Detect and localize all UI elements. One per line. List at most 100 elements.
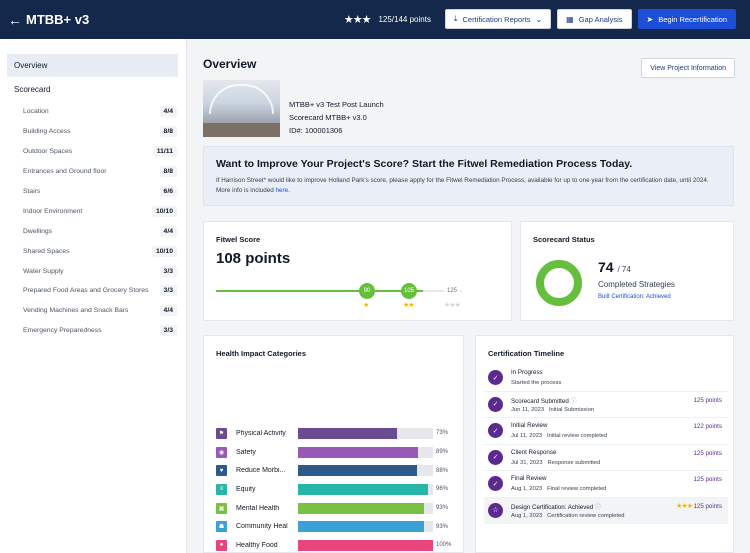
sidebar-item-label: Water Supply xyxy=(23,267,64,275)
fitwel-score-card: Fitwel Score 108 points 90 ★ 105 ★★ 125 … xyxy=(203,221,512,321)
health-bar-track xyxy=(298,521,433,533)
gap-analysis-button[interactable]: ▦ Gap Analysis xyxy=(557,9,632,29)
milestone-125-stars-icon: ★★★ xyxy=(444,302,461,309)
timeline-step-description: Started the process xyxy=(511,380,562,386)
sidebar-item-scorecard[interactable]: Scorecard xyxy=(14,85,51,94)
health-bar-fill xyxy=(298,483,428,495)
sidebar-item-label: Vending Machines and Snack Bars xyxy=(23,307,129,315)
timeline-step-date: Jul 11, 2023 xyxy=(511,433,543,439)
milestone-105-stars-icon: ★★ xyxy=(403,302,415,309)
sidebar-item-label: Stairs xyxy=(23,188,41,195)
completed-strategies-label: Completed Strategies xyxy=(598,280,675,289)
sidebar-item-overview[interactable]: Overview xyxy=(7,54,178,77)
sidebar-item-label: Shared Spaces xyxy=(23,247,70,255)
timeline-step: ✓ Client Response Jul 31, 2023 Response su… xyxy=(484,445,728,471)
sidebar-item-label: Indoor Environment xyxy=(23,207,83,215)
health-bar-track xyxy=(298,427,433,439)
timeline-step-date: Aug 1, 2023 xyxy=(511,512,543,519)
health-bar-fill xyxy=(298,446,419,458)
sidebar-item[interactable]: Indoor Environment 10/10 xyxy=(0,201,187,221)
health-category-percent: 93% xyxy=(436,505,449,512)
main-content: Overview View Project Information MTBB+ … xyxy=(187,39,750,553)
health-category-label: Community Heal xyxy=(236,523,288,531)
timeline-step-description: Initial Submission xyxy=(548,406,595,413)
timeline-step-subtitle: Aug 1, 2023 Certification review complet… xyxy=(511,513,624,519)
milestone-90-stars-icon: ★ xyxy=(363,302,369,309)
timeline-step-title: Scorecard Submitted ⓘ xyxy=(511,396,576,405)
atrium-floor-shape xyxy=(203,123,280,137)
completed-number: 74 xyxy=(598,259,614,275)
sidebar-item[interactable]: Outdoor Spaces 11/11 xyxy=(0,142,187,162)
health-category-list: ⚑ Physical Activity 73% ◉ Safety 89% ♥ Reduce M… xyxy=(216,424,456,553)
health-bar-track xyxy=(298,539,433,551)
milestone-105: 105 xyxy=(401,283,417,299)
sidebar-item[interactable]: Prepared Food Areas and Grocery Stores 3/… xyxy=(0,281,187,301)
health-category-percent: 73% xyxy=(436,430,449,437)
send-icon: ➤ xyxy=(646,14,654,24)
built-certification-link[interactable]: Built Certification: Achieved xyxy=(598,294,671,300)
sidebar-item[interactable]: Dwellings 4/4 xyxy=(0,221,187,241)
timeline-step-subtitle: Started the process xyxy=(511,380,561,386)
scorecard-section-list: Location 4/4 Building Access 8/8 Outdoor Spa… xyxy=(0,102,187,341)
project-title: MTBB+ v3 xyxy=(26,12,90,27)
apple-icon: ● xyxy=(216,539,227,551)
score-progress-fill xyxy=(216,290,423,292)
health-category-percent: 88% xyxy=(436,467,449,474)
timeline-step: ☆ Design Certification: Achieved ⓘ Aug 1, … xyxy=(484,497,728,524)
health-bar-fill xyxy=(298,521,424,533)
health-category-row: ♥ Reduce Morbi... 88% xyxy=(216,461,456,480)
sidebar-item-label: Location xyxy=(23,108,49,116)
timeline-step-title-text: Scorecard Submitted xyxy=(511,397,569,405)
atrium-arch-shape xyxy=(209,84,274,114)
check-icon: ✓ xyxy=(488,370,503,385)
back-arrow-icon[interactable]: ← xyxy=(8,11,22,28)
donut-fill xyxy=(536,260,582,306)
timeline-step-subtitle: Jun 11, 2023 Initial Submission xyxy=(511,407,594,413)
total-number: / 74 xyxy=(617,265,631,274)
health-impact-title: Health Impact Categories xyxy=(216,349,307,358)
sidebar-item[interactable]: Vending Machines and Snack Bars 4/4 xyxy=(0,301,187,321)
timeline-step-subtitle: Jul 31, 2023 Response submitted xyxy=(511,460,600,466)
health-category-percent: 96% xyxy=(436,486,449,493)
project-scorecard: Scorecard MTBB+ v3.0 xyxy=(289,113,367,122)
begin-recertification-button[interactable]: ➤ Begin Recertification xyxy=(637,9,736,29)
health-category-label: Healthy Food xyxy=(236,541,278,549)
health-category-percent: 100% xyxy=(436,542,452,549)
timeline-step: ✓ In Progress Started the process xyxy=(484,365,728,392)
check-icon: ✓ xyxy=(488,423,503,438)
eye-icon: ◉ xyxy=(216,446,227,458)
sidebar-item-label: Prepared Food Areas and Grocery Stores xyxy=(23,287,149,295)
scorecard-status-card: Scorecard Status 74 / 74 Completed Strat… xyxy=(520,221,734,321)
sidebar-item[interactable]: Shared Spaces 10/10 xyxy=(0,241,187,261)
sidebar-item[interactable]: Entrances and Ground floor 8/8 xyxy=(0,162,187,182)
timeline-step-points: 122 points xyxy=(693,423,722,430)
sidebar-item[interactable]: Stairs 6/6 xyxy=(0,182,187,202)
sidebar-item[interactable]: Emergency Preparedness 3/3 xyxy=(0,321,187,341)
health-bar-fill xyxy=(298,539,433,551)
timeline-step-points: 125 points xyxy=(693,502,722,510)
banner-text: If Harrison Street* would like to improv… xyxy=(216,176,721,196)
timeline-step-description: Final review completed xyxy=(547,486,607,492)
health-category-row: ≡ Equity 96% xyxy=(216,480,456,499)
sidebar-item[interactable]: Building Access 8/8 xyxy=(0,122,187,142)
people-icon: ☗ xyxy=(216,521,227,533)
banner-body: If Harrison Street* would like to improv… xyxy=(216,177,709,194)
timeline-step-date: Aug 1, 2023 xyxy=(511,486,543,492)
download-icon: ⤓ xyxy=(453,14,458,23)
info-icon[interactable]: ⓘ xyxy=(593,504,601,511)
timeline-step-subtitle: Aug 1, 2023 Final review completed xyxy=(511,486,606,492)
sidebar-item-badge: 3/3 xyxy=(159,285,177,297)
certification-reports-label: Certification Reports xyxy=(462,14,531,24)
top-bar: ← MTBB+ v3 ★★★ 125/144 points ⤓ Certific… xyxy=(0,0,750,39)
sidebar-item[interactable]: Location 4/4 xyxy=(0,102,187,122)
info-icon[interactable]: ⓘ xyxy=(568,398,577,405)
rating-stars-icon: ★★★ xyxy=(343,13,372,26)
view-project-information-button[interactable]: View Project Information xyxy=(641,58,735,78)
page-title: Overview xyxy=(203,57,257,71)
sidebar-item-badge: 6/6 xyxy=(159,186,177,197)
project-name: MTBB+ v3 Test Post Launch xyxy=(289,100,384,109)
certification-reports-dropdown[interactable]: ⤓ Certification Reports ⌄ xyxy=(444,9,552,29)
more-info-link[interactable]: here xyxy=(275,187,289,194)
health-bar-fill xyxy=(298,465,417,477)
sidebar-item[interactable]: Water Supply 3/3 xyxy=(0,261,187,281)
